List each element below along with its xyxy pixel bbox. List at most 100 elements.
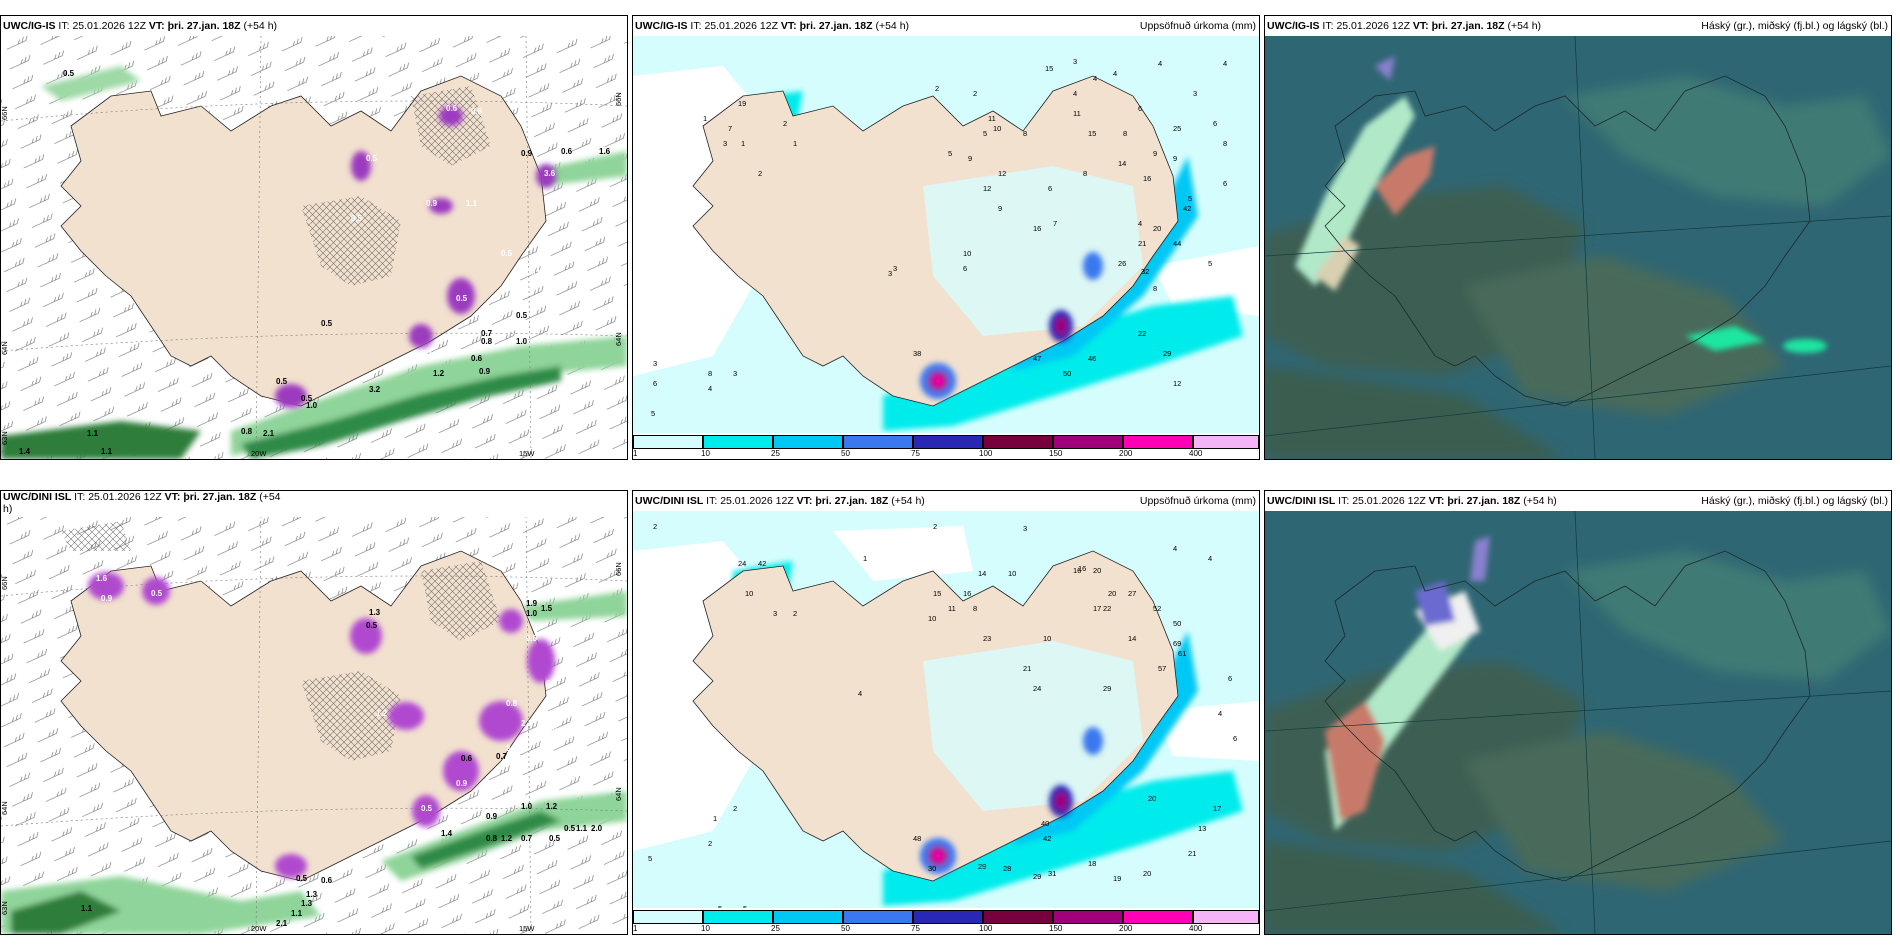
wind-value: 0.5 — [421, 804, 433, 813]
colorbar-tick: 50 — [841, 924, 850, 933]
colorbar-tick: 75 — [911, 924, 920, 933]
wind-value: 0.8 — [546, 679, 558, 688]
wind-value: 0.9 — [456, 779, 468, 788]
wind-value: 0.5 — [301, 394, 313, 403]
run-time: 25.01.2026 12Z — [1336, 20, 1410, 32]
precip-value: 8 — [1083, 169, 1087, 178]
wind-value: 2.1 — [263, 429, 275, 438]
wind-value: 2.0 — [591, 824, 603, 833]
latitude-label: 66N — [1, 106, 9, 120]
wind-value: 1.1 — [576, 824, 588, 833]
wind-value: 3.6 — [544, 169, 556, 178]
precip-value: 26 — [1118, 259, 1126, 268]
run-time: 25.01.2026 12Z — [88, 491, 162, 503]
precip-value: 17 — [1213, 804, 1221, 813]
wind-value: 0.6 — [546, 724, 558, 733]
colorbar-swatch — [773, 910, 843, 924]
colorbar-tick: 50 — [841, 449, 850, 458]
precip-labels: 1 2 3 4 4 3 6 5 2 4 4 4 3 7 19 15 2 1 2 … — [651, 57, 1227, 443]
colorbar-tick: 100 — [979, 924, 993, 933]
precip-value: 2 — [733, 804, 737, 813]
wind-value: 1.0 — [306, 401, 318, 410]
precip-value: 3 — [733, 369, 737, 378]
precip-value: 24 — [1033, 684, 1041, 693]
wind-value: 1.1 — [291, 909, 303, 918]
valid-label: VT: — [1428, 495, 1445, 507]
colorbar-tick: 400 — [1189, 924, 1203, 933]
model-name: UWC/DINI ISL — [3, 491, 72, 503]
wind-value: 0.5 — [63, 69, 75, 78]
precip-value: 42 — [1043, 834, 1051, 843]
run-label: IT: — [1338, 495, 1350, 507]
precip-value: 22 — [1138, 329, 1146, 338]
wind-value: 0.7 — [496, 752, 508, 761]
valid-time: þri. 27.jan. 18Z — [183, 491, 257, 503]
wind-value: 2.0 — [521, 719, 533, 728]
precip-value: 4 — [1208, 554, 1212, 563]
run-time: 25.01.2026 12Z — [72, 20, 146, 32]
precip-value: 23 — [983, 634, 991, 643]
precip-value: 47 — [1033, 354, 1041, 363]
precip-value: 9 — [1173, 154, 1177, 163]
precip-value: 38 — [913, 349, 921, 358]
field-title: Háský (gr.), miðský (fj.bl.) og lágský (… — [1701, 20, 1888, 32]
wind-value: 3.2 — [369, 385, 381, 394]
panel-header: UWC/IG-IS IT: 25.01.2026 12Z VT: þri. 27… — [1265, 16, 1891, 36]
wind-value: 1.3 — [301, 899, 313, 908]
wind-value: 0.9 — [486, 812, 498, 821]
precip-value: 21 — [1023, 664, 1031, 673]
wind-value: 0.6 — [461, 754, 473, 763]
panel-header: UWC/IG-IS IT: 25.01.2026 12Z VT: þri. 27… — [633, 16, 1259, 36]
precip-value: 4 — [1093, 74, 1097, 83]
colorbar-tick: 10 — [701, 449, 710, 458]
iceland-outline — [1324, 550, 1811, 882]
precip-value: 24 — [738, 559, 746, 568]
precip-value: 10 — [928, 614, 936, 623]
precip-value: 16 — [1033, 224, 1041, 233]
precip-value: 5 — [1188, 194, 1192, 203]
wind-value: 0.5 — [456, 294, 468, 303]
wind-value: 0.8 — [486, 834, 498, 843]
colorbar-tick: 100 — [979, 449, 993, 458]
precip-value: 31 — [1048, 869, 1056, 878]
wind-map: 0.5 0.9 0.6 1.6 0.7 0.8 1.0 0.5 0.6 0.9 … — [1, 36, 627, 459]
wind-value: 0.5 — [276, 377, 288, 386]
wind-value: 0.5 — [516, 311, 528, 320]
valid-label: VT: — [780, 20, 797, 32]
longitude-label: 15W — [519, 924, 535, 933]
precip-value: 42 — [1183, 204, 1191, 213]
colorbar-tick: 10 — [701, 924, 710, 933]
precip-value: 9 — [1153, 149, 1157, 158]
precip-value: 1 — [713, 814, 717, 823]
precip-value: 18 — [1088, 859, 1096, 868]
wind-value: 0.5 — [151, 589, 163, 598]
panel-header: UWC/IG-IS IT: 25.01.2026 12Z VT: þri. 27… — [1, 16, 627, 36]
wind-value: 0.9 — [479, 367, 491, 376]
precip-value: 29 — [978, 862, 986, 871]
model-name: UWC/DINI ISL — [635, 495, 704, 507]
precip-value: 4 — [1173, 544, 1177, 553]
precip-value: 6 — [1213, 119, 1217, 128]
precip-value: 21 — [1188, 849, 1196, 858]
precip-value: 8 — [708, 369, 712, 378]
wind-value: 1.2 — [433, 369, 445, 378]
latitude-label: 66N — [1, 576, 9, 590]
precip-value: 13 — [1198, 824, 1206, 833]
run-label: IT: — [74, 491, 86, 503]
precip-value: 4 — [1073, 89, 1077, 98]
wind-value: 0.6 — [471, 354, 483, 363]
wind-value: 1.1 — [87, 429, 99, 438]
precip-value: 17 — [1093, 604, 1101, 613]
precip-value: 3 — [653, 359, 657, 368]
precip-value: 12 — [983, 184, 991, 193]
latitude-label: 63N — [1, 431, 9, 445]
valid-label: VT: — [148, 20, 165, 32]
wind-value: 0.7 — [521, 834, 533, 843]
wind-value: 1.0 — [516, 337, 528, 346]
model-name: UWC/IG-IS — [1267, 20, 1320, 32]
precip-value: 29 — [1103, 684, 1111, 693]
precip-value: 1 — [793, 139, 797, 148]
run-label: IT: — [1322, 20, 1334, 32]
longitude-label: 20W — [251, 449, 267, 458]
precip-value: 50 — [1173, 619, 1181, 628]
